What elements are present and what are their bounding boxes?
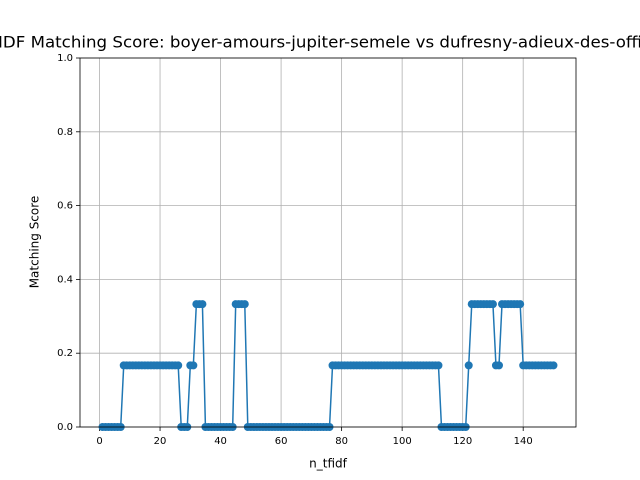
marker [488,300,497,309]
x-tick-label: 140 [514,436,533,447]
chart-title: IDF Matching Score: boyer-amours-jupiter… [0,33,640,52]
y-tick-label: 0.0 [57,422,73,433]
y-tick-label: 0.8 [57,127,73,138]
marker [516,300,525,309]
marker [240,300,249,309]
marker [549,361,558,370]
marker [189,361,198,370]
x-tick-label: 100 [393,436,412,447]
x-tick-label: 80 [335,436,348,447]
y-axis-label: Matching Score [28,196,42,289]
y-tick-label: 0.2 [57,348,73,359]
x-tick-label: 40 [214,436,227,447]
x-tick-label: 20 [154,436,167,447]
marker [494,361,503,370]
x-axis-label: n_tfidf [309,457,347,471]
y-tick-label: 0.4 [57,274,73,285]
marker [198,300,207,309]
x-tick-label: 60 [275,436,288,447]
plot-frame [79,57,577,428]
marker [174,361,183,370]
y-tick-label: 1.0 [57,53,73,64]
x-tick-label: 120 [453,436,472,447]
x-tick-label: 0 [96,436,102,447]
y-tick-label: 0.6 [57,201,73,212]
marker [464,361,473,370]
marker [434,361,443,370]
